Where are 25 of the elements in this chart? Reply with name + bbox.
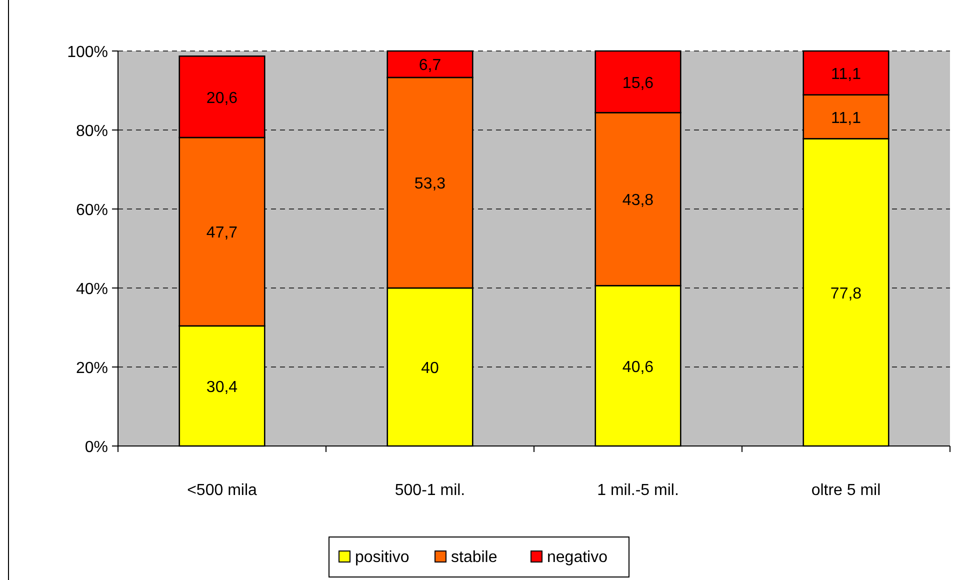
data-label: 11,1 [831, 110, 862, 127]
data-label: 77,8 [830, 285, 862, 302]
data-label: 40,6 [622, 358, 654, 376]
data-label: 53,3 [414, 176, 446, 193]
data-label: 20,6 [206, 90, 238, 107]
data-label: 43,8 [622, 192, 654, 210]
data-label: 11,1 [831, 66, 862, 83]
data-label: 15,6 [622, 74, 654, 92]
data-label: 30,4 [206, 378, 238, 396]
legend-label: negativo [547, 549, 608, 566]
x-tick-label: 1 mil.-5 mil. [597, 482, 679, 499]
data-label: 6,7 [418, 57, 442, 74]
y-tick-label: 100% [67, 44, 108, 61]
y-tick-label: 20% [76, 360, 108, 377]
x-tick-label: <500 mila [187, 482, 258, 499]
y-tick-label: 40% [76, 281, 108, 298]
data-label: 47,7 [206, 224, 238, 242]
data-label: 40 [421, 360, 439, 377]
y-tick-label: 0% [84, 439, 108, 456]
x-tick-label: 500-1 mil. [394, 482, 466, 499]
x-tick-label: oltre 5 mil [811, 482, 881, 499]
legend-label: positivo [355, 549, 410, 566]
y-tick-label: 60% [76, 202, 108, 219]
y-tick-label: 80% [76, 123, 108, 140]
legend-label: stabile [451, 549, 498, 566]
